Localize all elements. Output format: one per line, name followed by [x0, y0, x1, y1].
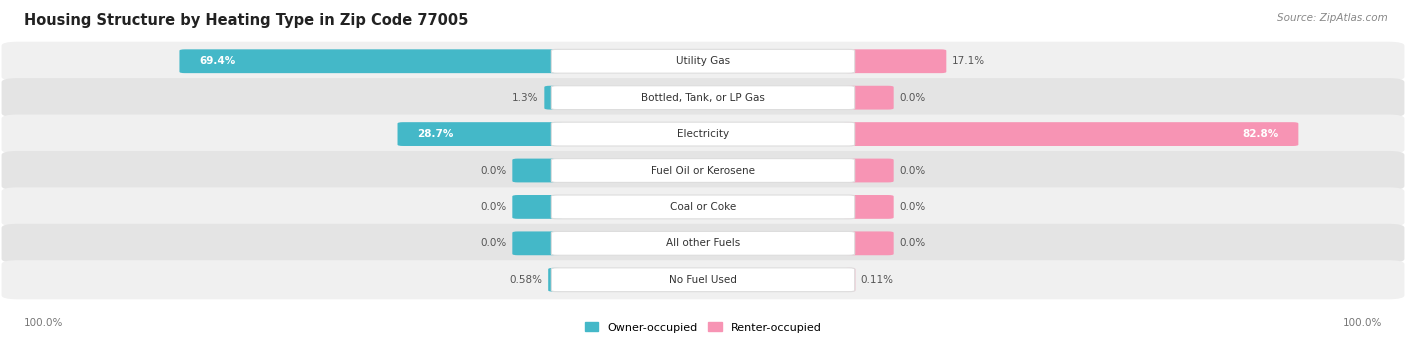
Text: 69.4%: 69.4%: [198, 56, 235, 66]
FancyBboxPatch shape: [548, 268, 562, 292]
FancyBboxPatch shape: [844, 86, 894, 109]
FancyBboxPatch shape: [1, 78, 1405, 117]
FancyBboxPatch shape: [844, 122, 1298, 146]
FancyBboxPatch shape: [180, 49, 562, 73]
Text: 28.7%: 28.7%: [418, 129, 453, 139]
FancyBboxPatch shape: [512, 195, 562, 219]
FancyBboxPatch shape: [844, 268, 855, 292]
Text: 0.0%: 0.0%: [900, 238, 925, 248]
Text: Source: ZipAtlas.com: Source: ZipAtlas.com: [1277, 13, 1388, 23]
FancyBboxPatch shape: [844, 195, 894, 219]
FancyBboxPatch shape: [551, 159, 855, 182]
Text: Bottled, Tank, or LP Gas: Bottled, Tank, or LP Gas: [641, 93, 765, 103]
Text: All other Fuels: All other Fuels: [666, 238, 740, 248]
FancyBboxPatch shape: [1, 42, 1405, 81]
Text: 17.1%: 17.1%: [952, 56, 986, 66]
Text: 82.8%: 82.8%: [1243, 129, 1279, 139]
Text: Housing Structure by Heating Type in Zip Code 77005: Housing Structure by Heating Type in Zip…: [24, 13, 468, 28]
Text: 1.3%: 1.3%: [512, 93, 538, 103]
FancyBboxPatch shape: [1, 115, 1405, 154]
Text: Fuel Oil or Kerosene: Fuel Oil or Kerosene: [651, 165, 755, 176]
FancyBboxPatch shape: [551, 268, 855, 292]
Text: 0.58%: 0.58%: [509, 275, 543, 285]
FancyBboxPatch shape: [1, 151, 1405, 190]
Text: Electricity: Electricity: [676, 129, 730, 139]
FancyBboxPatch shape: [512, 232, 562, 255]
Text: Coal or Coke: Coal or Coke: [669, 202, 737, 212]
FancyBboxPatch shape: [1, 260, 1405, 299]
Text: 100.0%: 100.0%: [1343, 318, 1382, 328]
FancyBboxPatch shape: [551, 49, 855, 73]
Text: 0.11%: 0.11%: [860, 275, 894, 285]
Text: 0.0%: 0.0%: [481, 165, 506, 176]
Text: 0.0%: 0.0%: [900, 93, 925, 103]
FancyBboxPatch shape: [551, 122, 855, 146]
Text: 0.0%: 0.0%: [900, 165, 925, 176]
Text: 100.0%: 100.0%: [24, 318, 63, 328]
Text: No Fuel Used: No Fuel Used: [669, 275, 737, 285]
Text: Utility Gas: Utility Gas: [676, 56, 730, 66]
FancyBboxPatch shape: [844, 159, 894, 182]
FancyBboxPatch shape: [551, 232, 855, 255]
FancyBboxPatch shape: [512, 159, 562, 182]
FancyBboxPatch shape: [551, 86, 855, 109]
FancyBboxPatch shape: [1, 187, 1405, 226]
Text: 0.0%: 0.0%: [481, 238, 506, 248]
FancyBboxPatch shape: [398, 122, 562, 146]
FancyBboxPatch shape: [544, 86, 562, 109]
FancyBboxPatch shape: [551, 195, 855, 219]
FancyBboxPatch shape: [844, 232, 894, 255]
FancyBboxPatch shape: [844, 49, 946, 73]
FancyBboxPatch shape: [1, 224, 1405, 263]
Text: 0.0%: 0.0%: [900, 202, 925, 212]
Legend: Owner-occupied, Renter-occupied: Owner-occupied, Renter-occupied: [585, 322, 821, 333]
Text: 0.0%: 0.0%: [481, 202, 506, 212]
